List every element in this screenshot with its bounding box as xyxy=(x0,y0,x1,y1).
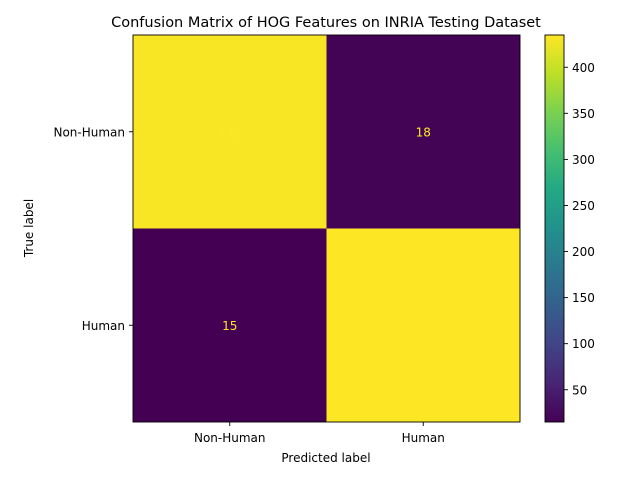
colorbar-tick-label: 50 xyxy=(572,383,587,397)
cell-value-1-0: 15 xyxy=(222,319,237,333)
y-axis-label: True label xyxy=(22,199,36,258)
plot-frame xyxy=(132,34,521,423)
chart-title: Confusion Matrix of HOG Features on INRI… xyxy=(111,15,541,31)
colorbar-tick-label: 300 xyxy=(572,153,595,167)
matrix-cell-1-0 xyxy=(133,228,327,422)
colorbar-tick-label: 200 xyxy=(572,245,595,259)
x-tick-label: Human xyxy=(402,431,445,445)
matrix-cell-0-0 xyxy=(133,35,327,229)
x-axis-label: Predicted label xyxy=(281,451,370,465)
y-tick-label: Human xyxy=(82,319,125,333)
matrix-cell-0-1 xyxy=(326,35,520,229)
matrix-cell-labels: 432 18 15 435 xyxy=(218,125,434,333)
x-axis-ticks: Non-Human Human xyxy=(194,422,445,445)
colorbar xyxy=(544,34,565,423)
y-tick-label: Non-Human xyxy=(53,125,125,139)
cell-value-1-1: 435 xyxy=(412,319,435,333)
colorbar-ticks: 50 100 150 200 250 300 350 400 xyxy=(564,61,595,397)
colorbar-tick-label: 250 xyxy=(572,199,595,213)
colorbar-tick-label: 350 xyxy=(572,107,595,121)
x-tick-label: Non-Human xyxy=(194,431,266,445)
matrix-cells xyxy=(133,35,520,422)
colorbar-tick-label: 100 xyxy=(572,337,595,351)
colorbar-tick-label: 400 xyxy=(572,61,595,75)
matrix-cell-1-1 xyxy=(326,228,520,422)
y-axis-ticks: Non-Human Human xyxy=(53,125,133,333)
colorbar-tick-label: 150 xyxy=(572,291,595,305)
cell-value-0-1: 18 xyxy=(416,125,431,139)
cell-value-0-0: 432 xyxy=(218,125,241,139)
